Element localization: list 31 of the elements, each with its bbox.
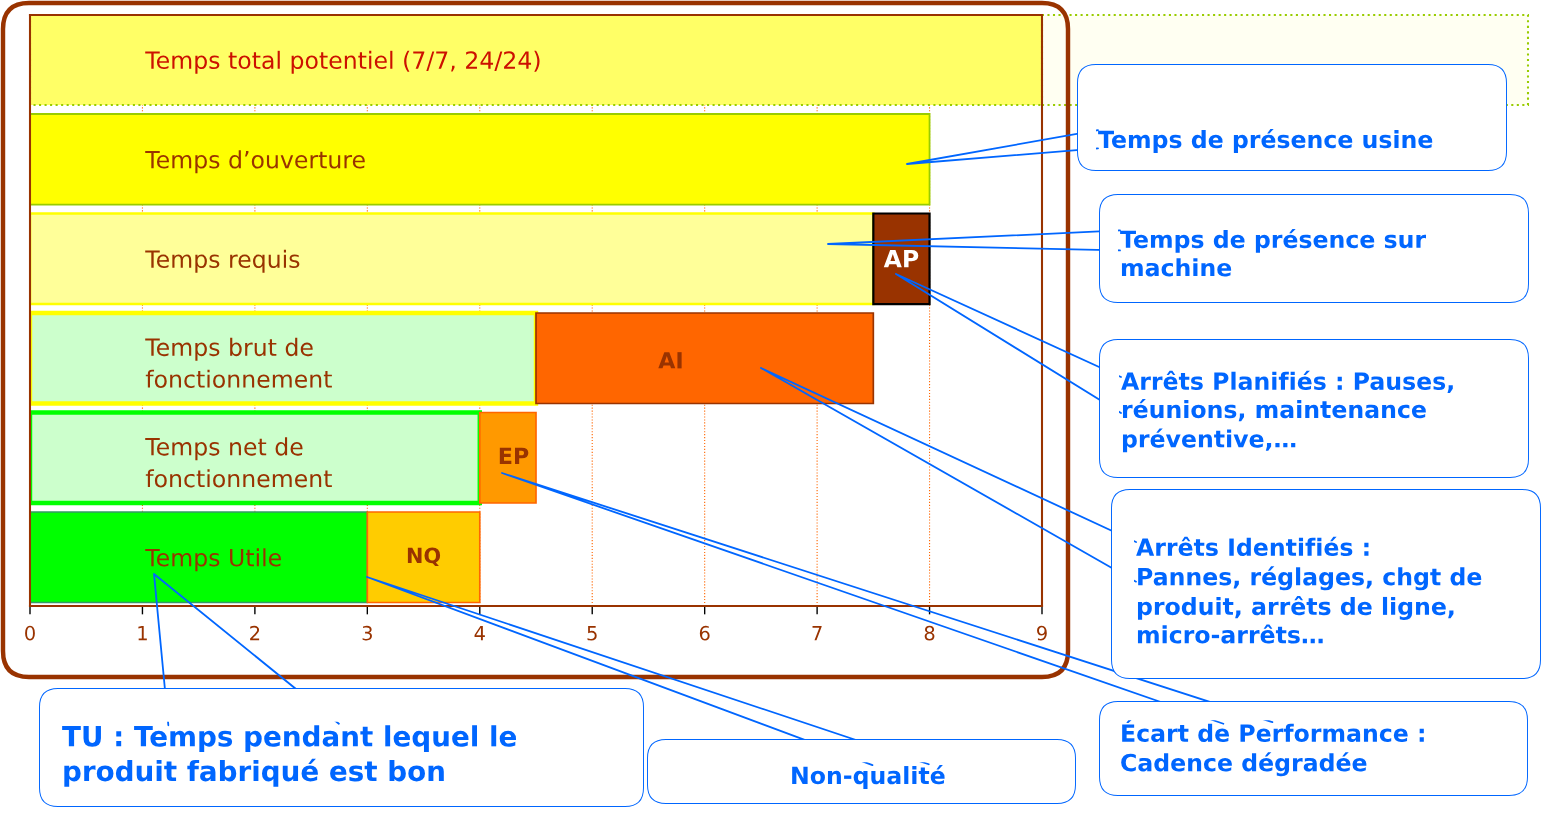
x-tick-label: 5 xyxy=(587,626,597,641)
bar xyxy=(478,411,537,504)
text: Arrêts Planifiés : Pauses, réunions, maintenance préventive,… xyxy=(1121,370,1453,453)
y-tick-label: Temps net de fonctionnement xyxy=(145,437,332,488)
x-tick-label: 9 xyxy=(1037,625,1047,641)
annotation: AI xyxy=(658,352,682,369)
y-tick-label: Temps brut de fonctionnement xyxy=(145,337,332,388)
x-tick-label: 3 xyxy=(362,625,372,641)
y-tick-label: Temps requis xyxy=(145,249,300,273)
annotation: AP xyxy=(883,250,919,268)
x-tick-label: 6 xyxy=(699,625,710,641)
annotation: NQ xyxy=(407,547,441,567)
x-tick-label: 7 xyxy=(812,626,822,641)
x-tick-label: 4 xyxy=(474,626,485,641)
y-tick-label: Temps Utile xyxy=(145,548,281,572)
y-tick-label: Temps d’ouverture xyxy=(145,150,365,174)
text: TU : Temps pendant lequel le produit fabriqué est bon xyxy=(62,725,517,787)
bar xyxy=(30,113,931,206)
x-tick-label: 1 xyxy=(138,626,147,641)
text: Arrêts Identifiés : Pannes, réglages, chgt de produit, arrêts de ligne, micro-arrêts… xyxy=(1136,536,1482,644)
bar xyxy=(30,511,369,604)
y-tick-label: Temps total potentiel (7/7, 24/24) xyxy=(145,50,540,74)
x-tick-label: 8 xyxy=(924,625,935,641)
text: Écart de Performance : Cadence dégradée xyxy=(1121,719,1424,777)
text: Temps de présence usine xyxy=(1098,129,1433,153)
x-tick-label: 0 xyxy=(25,625,35,641)
x-tick-label: 2 xyxy=(250,625,260,641)
annotation: EP xyxy=(499,447,529,464)
bar xyxy=(30,212,875,306)
text: Temps de présence sur machine xyxy=(1120,228,1427,277)
text: Non-qualité xyxy=(792,765,945,789)
